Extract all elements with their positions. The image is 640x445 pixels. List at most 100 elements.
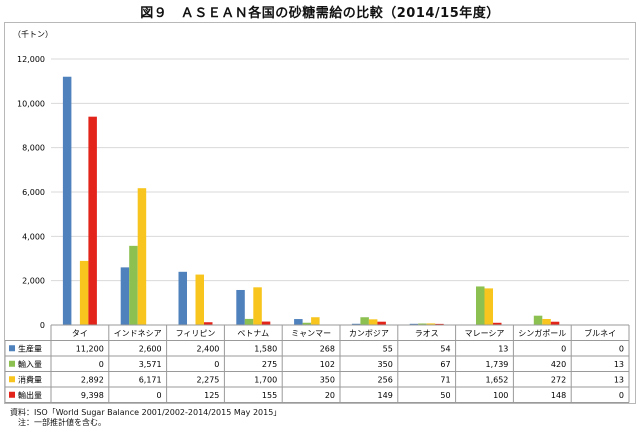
bar-2-6 [360,317,369,325]
bar-1-4 [236,289,245,325]
data-label: 1,700 [254,376,277,385]
data-label: 2,892 [81,376,104,385]
gridlines [51,58,629,326]
data-label: 275 [262,360,277,369]
y-axis-unit-label: （千トン） [13,29,53,39]
data-table: タイ インドネシア フィリピン ベトナム ミャンマー カンボジア ラオス マレーシア シンガポー… [4,324,630,403]
data-label: 9,398 [81,391,104,400]
data-label: 125 [204,391,219,400]
legend-label: 輸入量 [18,359,42,369]
bar-1-7 [409,323,419,325]
legend-swatch [9,376,15,383]
bar-1-6 [351,323,361,325]
bar-3-9 [542,318,551,325]
data-label: 50 [440,391,450,400]
data-label: 13 [614,376,624,385]
data-label: 2,275 [196,376,219,385]
data-label: 155 [262,391,277,400]
x-tick-label: シンガポール [518,328,566,338]
y-tick-label: 6,000 [22,188,45,197]
bar-chart: （千トン） 02,0004,0006,0008,00010,00012,000 … [4,29,630,403]
legend-swatch [9,360,15,367]
y-axis: 0 2,000 4,000 6,000 8,000 10,000 12,000 [17,55,45,330]
data-label: 54 [440,345,450,354]
data-label: 350 [320,376,335,385]
bar-3-7 [426,323,436,325]
data-label: 149 [378,391,393,400]
data-label: 6,171 [139,376,162,385]
bar-4-6 [377,321,386,325]
y-tick-label: 4,000 [22,232,45,241]
legend-label: 輸出量 [18,390,42,400]
legend-label: 消費量 [18,375,42,385]
chart-frame: （千トン） 0 2,000 4,000 6,000 8,000 10,000 12,000 … [4,22,636,404]
bar-3-5 [311,317,320,325]
bar-4-3 [204,322,213,325]
footnote: 注：一部推計値を含む。 [10,418,106,427]
bar-3-3 [195,274,204,325]
data-label: 350 [378,360,393,369]
bar-2-9 [533,315,543,325]
bar-3-8 [484,288,493,325]
data-label: 3,571 [139,360,162,369]
bar-4-1 [88,116,97,325]
bar-1-2 [120,267,130,325]
data-label: 2,600 [139,345,162,354]
bars [62,76,609,325]
y-tick-label: 0 [40,321,45,330]
data-label: 1,652 [485,376,508,385]
x-tick-label: ミャンマー [291,329,331,338]
bar-4-9 [550,321,560,325]
data-label: 0 [157,391,162,400]
data-label: 0 [214,360,219,369]
data-label: 13 [498,345,508,354]
data-label: 2,400 [196,345,219,354]
legend-swatch [9,391,15,398]
data-label: 100 [493,391,508,400]
bar-1-5 [294,319,303,325]
data-label: 256 [378,376,393,385]
bar-2-7 [418,323,427,325]
data-label: 0 [99,360,104,369]
data-label: 1,739 [485,360,508,369]
x-tick-label: タイ [72,329,88,338]
bar-2-8 [476,286,485,325]
data-label: 148 [551,391,566,400]
data-label: 102 [320,360,335,369]
x-tick-label: インドネシア [114,329,162,338]
bar-3-1 [79,260,89,325]
x-tick-label: マレーシア [465,329,505,338]
data-label: 55 [383,345,393,354]
data-label: 1,580 [254,345,277,354]
y-tick-label: 8,000 [22,144,45,153]
bar-2-4 [244,318,254,325]
data-label: 11,200 [76,345,104,354]
bar-4-8 [493,322,502,325]
data-label: 0 [561,345,566,354]
data-label: 20 [325,391,335,400]
bar-3-4 [253,287,262,325]
bar-3-2 [137,188,147,325]
y-tick-label: 10,000 [17,99,45,108]
data-label: 272 [551,376,566,385]
bar-3-6 [368,319,378,325]
y-tick-label: 2,000 [22,277,45,286]
x-tick-label: ラオス [415,329,439,338]
data-label: 13 [614,360,624,369]
data-label: 71 [440,376,450,385]
y-tick-label: 12,000 [17,55,45,64]
source-note: 資料：ISO「World Sugar Balance 2001/2002-201… [10,408,282,417]
x-tick-label: ブルネイ [584,328,616,338]
x-tick-label: カンボジア [349,329,389,338]
data-label: 0 [619,391,624,400]
bar-2-2 [129,245,138,325]
data-label: 67 [440,360,450,369]
data-label: 0 [619,345,624,354]
bar-1-3 [178,271,187,325]
bar-4-4 [261,321,271,325]
bar-1-1 [62,76,72,325]
bar-2-5 [302,322,312,325]
data-label: 420 [551,360,566,369]
legend-label: 生産量 [18,344,42,354]
bar-4-7 [435,323,444,325]
